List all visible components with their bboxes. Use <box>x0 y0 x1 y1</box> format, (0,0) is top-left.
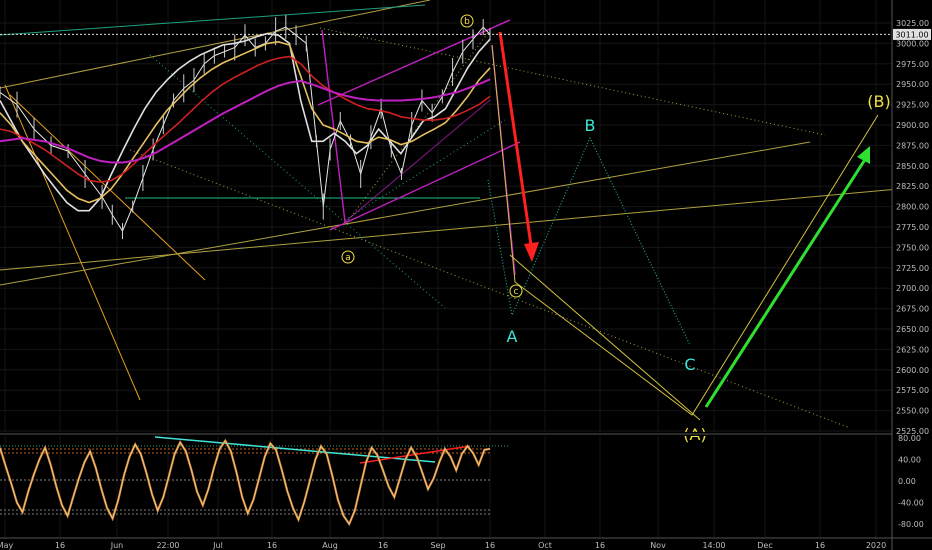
x-tick-label: Jul <box>212 541 223 550</box>
wave-label-B: B <box>585 116 596 135</box>
x-tick-label: 16 <box>815 541 825 550</box>
y-tick-label: 2875.00 <box>896 141 929 150</box>
x-tick-label: Sep <box>430 541 445 550</box>
yellow-wave-path-2 <box>509 254 701 421</box>
last-price-tag: 3011.00 <box>895 30 928 39</box>
y-tick-label: 2825.00 <box>896 182 929 191</box>
y-tick-label: 2600.00 <box>896 366 929 375</box>
x-tick-label: 16 <box>485 541 495 550</box>
osc-divergence-cyan <box>154 436 436 463</box>
y-tick-label: 2950.00 <box>896 80 929 89</box>
moving-average-line <box>0 55 491 183</box>
x-tick-label: Oct <box>538 541 552 550</box>
oscillator-panel <box>0 436 510 527</box>
olive-dotted-lower <box>129 149 851 429</box>
green-forecast-arrow <box>704 157 868 408</box>
y-tick-label: 2850.00 <box>896 162 929 171</box>
x-tick-label: 16 <box>55 541 65 550</box>
x-tick-label: 16 <box>267 541 277 550</box>
teal-top-line <box>0 4 426 36</box>
olive-trendline-base <box>0 185 932 271</box>
x-tick-label: Jun <box>110 541 124 550</box>
y-tick-label: 2700.00 <box>896 284 929 293</box>
magenta-drop-line <box>321 29 346 223</box>
oscillator-y-axis: 80.00 40.00 0.00 -40.00 -80.00 <box>898 434 924 529</box>
y-tick-label: 2750.00 <box>896 243 929 252</box>
orange-trendline-mid <box>9 94 206 281</box>
wave-label-C: C <box>684 355 695 374</box>
moving-average-line <box>0 40 491 204</box>
y-tick-label: 2900.00 <box>896 121 929 130</box>
wave-label-A: A <box>507 327 518 346</box>
wave-label-b: b <box>464 17 470 27</box>
y-tick-label: 2925.00 <box>896 101 929 110</box>
olive-trendline-upper <box>0 0 431 89</box>
x-tick-label: 2020 <box>866 541 886 550</box>
drawings <box>0 0 932 429</box>
wave-label-big-B: (B) <box>867 92 890 111</box>
y-tick-label: 2975.00 <box>896 60 929 69</box>
olive-dotted-cross <box>344 29 491 226</box>
magenta-a-to-b <box>344 99 491 223</box>
y-tick-label: 3025.00 <box>896 19 929 28</box>
oscillator-line <box>0 439 491 525</box>
olive-trendline-lower <box>0 141 811 286</box>
wave-label-a-circle <box>341 250 355 264</box>
red-arrowhead <box>524 242 539 262</box>
wave-label-a: a <box>345 253 351 263</box>
x-tick-label: 16 <box>595 541 605 550</box>
y-tick-label: 2650.00 <box>896 325 929 334</box>
magenta-channel-lower <box>329 141 521 231</box>
x-tick-label: Dec <box>757 541 772 550</box>
red-forecast-arrow <box>498 31 534 253</box>
y-tick-label: 2550.00 <box>896 407 929 416</box>
x-tick-label: Aug <box>322 541 338 550</box>
moving-average-line <box>0 78 491 164</box>
y-axis-background <box>892 0 932 550</box>
x-axis: May 16 Jun 22:00 Jul 16 Aug 16 Sep 16 Oct 16 Nov 14:0… <box>0 541 886 550</box>
x-tick-label: Nov <box>650 541 666 550</box>
y-tick-label: 2775.00 <box>896 223 929 232</box>
orange-trendline-steep <box>4 84 141 401</box>
green-arrowhead <box>857 146 870 164</box>
yellow-wave-path <box>491 44 879 416</box>
wave-label-b-circle <box>460 14 474 28</box>
osc-y-tick-label: 40.00 <box>898 456 921 465</box>
osc-y-tick-label: 0.00 <box>898 477 916 486</box>
wave-label-c: c <box>514 287 519 297</box>
price-line <box>0 26 491 233</box>
y-tick-label: 2675.00 <box>896 305 929 314</box>
y-tick-label: 3000.00 <box>896 39 929 48</box>
wave-labels: a b c A B C (A) (B) <box>341 14 891 444</box>
teal-dotted-diagonal-1 <box>149 54 446 309</box>
price-panel <box>0 15 491 240</box>
last-price-tag-bg <box>893 28 931 40</box>
y-tick-label: 2525.00 <box>896 427 929 436</box>
y-tick-label: 2625.00 <box>896 345 929 354</box>
osc-y-tick-label: -80.00 <box>898 520 924 529</box>
x-tick-label: May <box>0 541 14 550</box>
osc-y-tick-label: 80.00 <box>898 434 921 443</box>
x-tick-label: 22:00 <box>156 541 179 550</box>
x-tick-label: 16 <box>378 541 388 550</box>
y-axis: 3025.00 3000.00 2975.00 2950.00 2925.00 2900.… <box>896 19 929 436</box>
y-tick-label: 2725.00 <box>896 264 929 273</box>
y-tick-label: 2800.00 <box>896 203 929 212</box>
wave-label-c-circle <box>509 284 523 298</box>
y-tick-label: 2575.00 <box>896 386 929 395</box>
x-tick-label: 14:00 <box>702 541 725 550</box>
osc-y-tick-label: -40.00 <box>898 499 924 508</box>
